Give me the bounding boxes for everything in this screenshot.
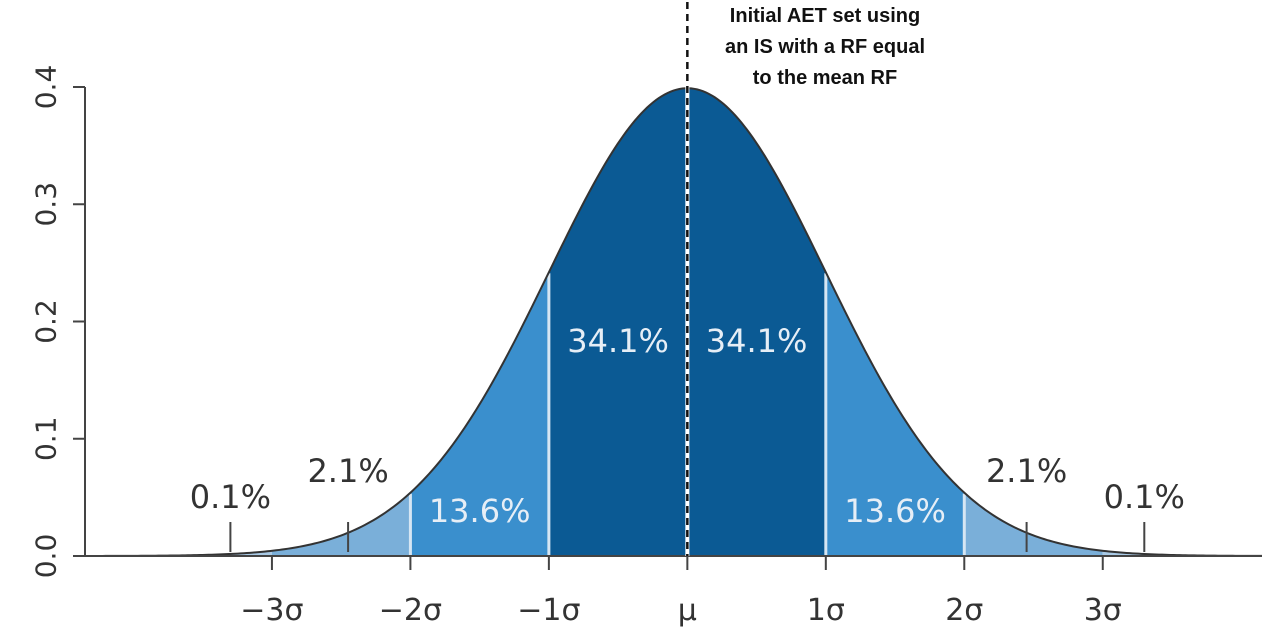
- band-1: [687, 88, 826, 557]
- x-tick-label: −3σ: [240, 593, 303, 628]
- x-tick-label: μ: [678, 593, 697, 628]
- annotation-line: an IS with a RF equal: [725, 36, 925, 58]
- band-dividers: [408, 273, 966, 556]
- x-tick-label: −2σ: [379, 593, 442, 628]
- y-tick-label: 0.4: [30, 65, 63, 110]
- band-4: [271, 492, 411, 556]
- y-tick-label: 0.0: [30, 534, 63, 579]
- annotation-line: to the mean RF: [753, 67, 897, 89]
- percent-label: 2.1%: [986, 452, 1067, 490]
- x-tick-label: 1σ: [807, 593, 845, 628]
- y-tick-label: 0.1: [30, 416, 63, 461]
- mean-annotation: Initial AET set using an IS with a RF equ…: [685, 2, 925, 556]
- percent-label: 0.1%: [190, 478, 271, 516]
- x-tick-label: −1σ: [517, 593, 580, 628]
- axes: 0.0 0.1 0.2 0.3 0.4 −3σ −2σ −1σ μ 1σ 2σ 3σ: [30, 65, 1262, 628]
- percent-label: 34.1%: [567, 322, 669, 360]
- x-tick-label: 3σ: [1084, 593, 1122, 628]
- percent-label: 13.6%: [844, 492, 946, 530]
- annotation-line: Initial AET set using: [730, 5, 920, 27]
- percent-label: 0.1%: [1104, 478, 1185, 516]
- percent-label: 34.1%: [706, 322, 808, 360]
- x-tick-label: 2σ: [945, 593, 983, 628]
- band-5: [964, 492, 1103, 556]
- band-0: [548, 88, 688, 557]
- percent-label: 2.1%: [307, 452, 388, 490]
- y-tick-label: 0.2: [30, 299, 63, 344]
- y-tick-label: 0.3: [30, 182, 63, 227]
- density-curve: [85, 87, 1262, 557]
- percent-label: 13.6%: [429, 492, 531, 530]
- percent-labels: 34.1% 34.1% 13.6% 13.6% 2.1% 2.1% 0.1% 0.1%: [190, 322, 1185, 530]
